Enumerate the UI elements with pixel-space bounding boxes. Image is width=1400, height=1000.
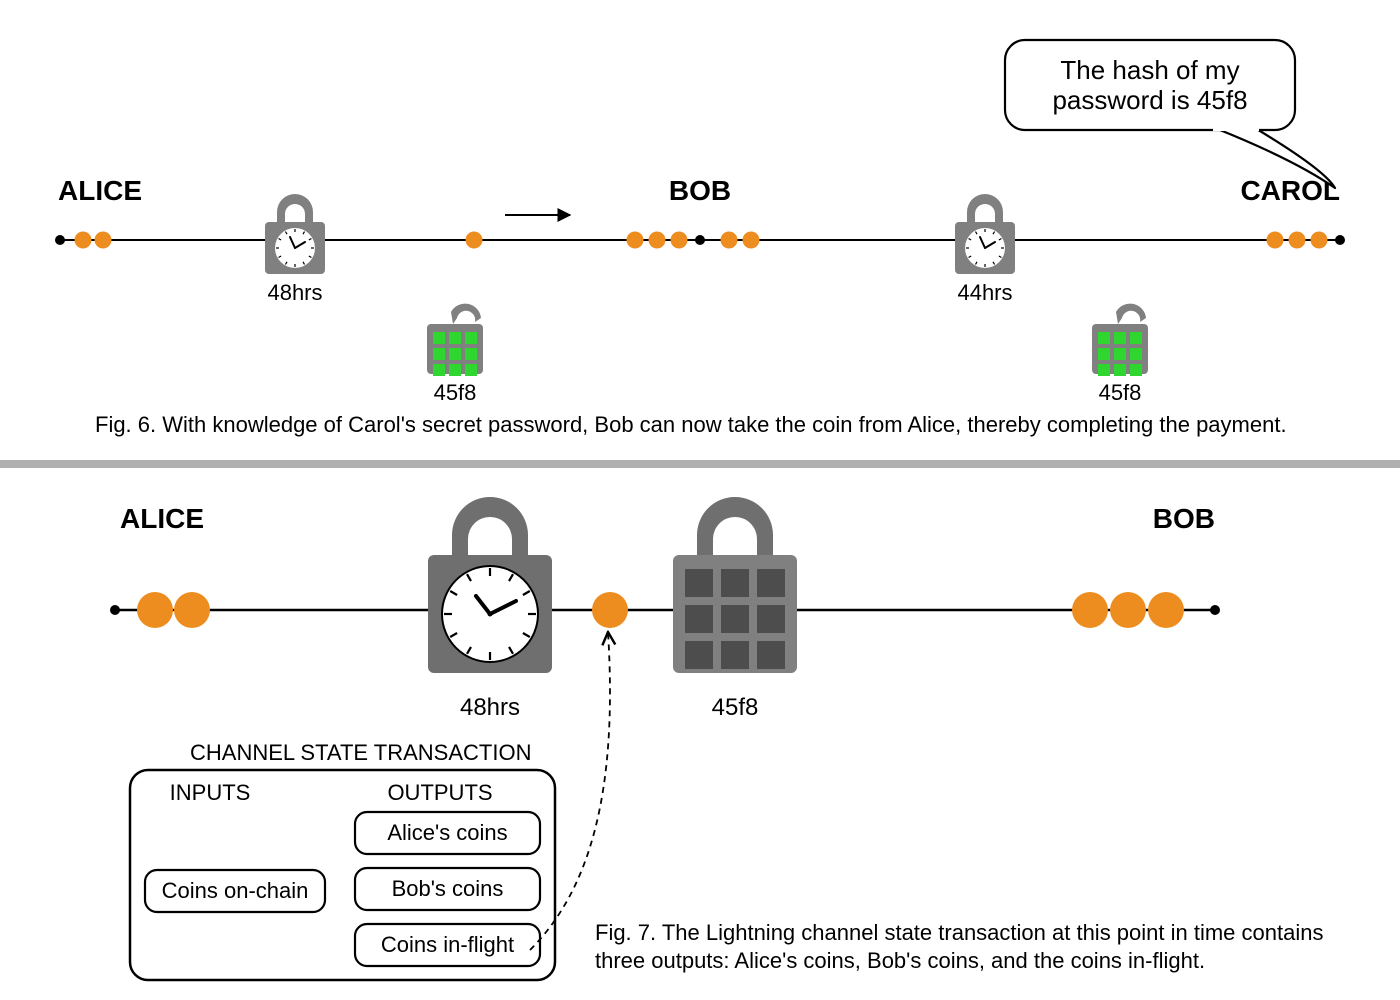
figure-divider bbox=[0, 460, 1400, 468]
hashlock-open-icon bbox=[427, 304, 483, 376]
tx-output-label: Alice's coins bbox=[387, 820, 507, 845]
coin-bob-left bbox=[671, 232, 688, 249]
figure-7: ALICE BOB 48hrs 45f8 CHANNEL STATE TRANSACTI… bbox=[110, 497, 1323, 980]
figure-7-caption-line2: three outputs: Alice's coins, Bob's coin… bbox=[595, 948, 1205, 973]
hashlock-closed-icon bbox=[673, 497, 797, 673]
coin-alice bbox=[75, 232, 92, 249]
endpoint-dot bbox=[1335, 235, 1345, 245]
coin-bob bbox=[1072, 592, 1108, 628]
speech-line2: password is 45f8 bbox=[1052, 85, 1247, 115]
timelock-label: 48hrs bbox=[267, 280, 322, 305]
alice-label: ALICE bbox=[120, 503, 204, 534]
coin-alice bbox=[174, 592, 210, 628]
coin-bob-right bbox=[721, 232, 738, 249]
alice-label: ALICE bbox=[58, 175, 142, 206]
coin-carol bbox=[1267, 232, 1284, 249]
figure-6-caption: Fig. 6. With knowledge of Carol's secret… bbox=[95, 412, 1287, 437]
channel-state-transaction: CHANNEL STATE TRANSACTION INPUTS OUTPUTS Co… bbox=[130, 740, 555, 980]
coin-bob-left bbox=[649, 232, 666, 249]
endpoint-dot bbox=[695, 235, 705, 245]
bob-label: BOB bbox=[669, 175, 731, 206]
timelock-label: 48hrs bbox=[460, 694, 520, 721]
timelock-icon bbox=[955, 194, 1015, 274]
coin-bob bbox=[1148, 592, 1184, 628]
coin-carol bbox=[1289, 232, 1306, 249]
endpoint-dot bbox=[1210, 605, 1220, 615]
hashlock-open-icon bbox=[1092, 304, 1148, 376]
pointer-coins-in-flight bbox=[530, 632, 610, 950]
bob-label: BOB bbox=[1153, 503, 1215, 534]
hashlock-label: 45f8 bbox=[434, 380, 477, 405]
hashlock-label: 45f8 bbox=[1099, 380, 1142, 405]
timelock-label: 44hrs bbox=[957, 280, 1012, 305]
tx-inputs-header: INPUTS bbox=[170, 780, 251, 805]
timelock-icon bbox=[265, 194, 325, 274]
coin-bob bbox=[1110, 592, 1146, 628]
timelock-icon bbox=[428, 497, 552, 673]
coin-carol bbox=[1311, 232, 1328, 249]
coin-in-flight bbox=[592, 592, 628, 628]
endpoint-dot bbox=[110, 605, 120, 615]
hashlock-label: 45f8 bbox=[712, 694, 759, 721]
tx-outputs-header: OUTPUTS bbox=[387, 780, 492, 805]
tx-header: CHANNEL STATE TRANSACTION bbox=[190, 740, 531, 765]
coin-in-flight bbox=[466, 232, 483, 249]
speech-bubble: The hash of mypassword is 45f8 bbox=[1005, 40, 1335, 188]
tx-output-label: Bob's coins bbox=[392, 876, 504, 901]
figure-7-caption-line1: Fig. 7. The Lightning channel state tran… bbox=[595, 920, 1323, 945]
endpoint-dot bbox=[55, 235, 65, 245]
tx-output-label: Coins in-flight bbox=[381, 932, 514, 957]
coin-bob-left bbox=[627, 232, 644, 249]
coin-alice bbox=[95, 232, 112, 249]
coin-bob-right bbox=[743, 232, 760, 249]
tx-input-label: Coins on-chain bbox=[162, 878, 309, 903]
coin-alice bbox=[137, 592, 173, 628]
speech-line1: The hash of my bbox=[1060, 55, 1239, 85]
figure-6: ALICEBOBCAROL48hrs44hrs45f845f8The hash … bbox=[55, 40, 1345, 437]
